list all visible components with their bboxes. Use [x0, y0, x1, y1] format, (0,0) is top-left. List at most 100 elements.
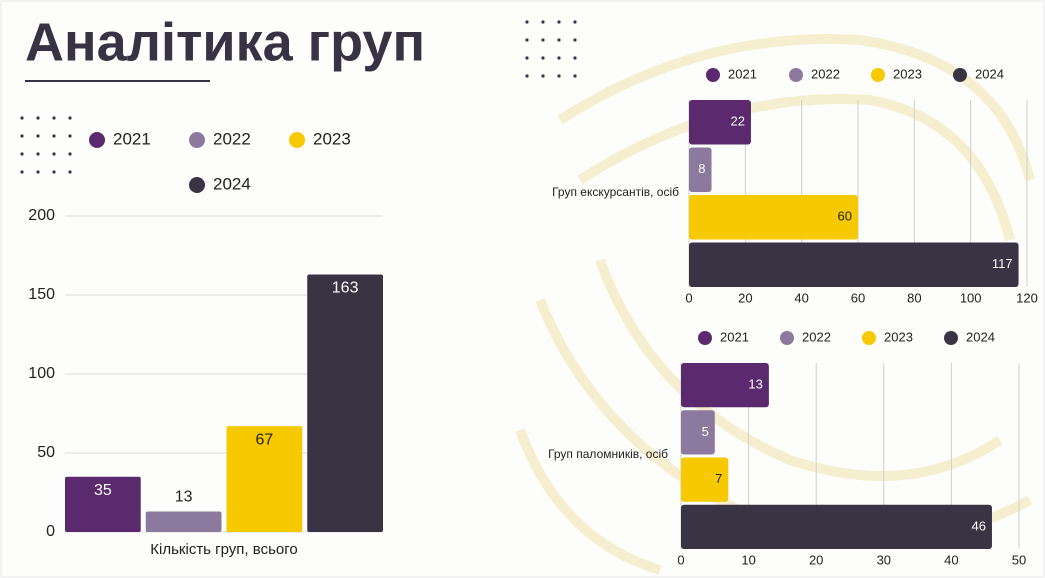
dot — [52, 152, 56, 156]
dot — [20, 134, 24, 138]
legend-label: 2024 — [213, 174, 251, 193]
legend-swatch — [862, 331, 876, 345]
legend-swatch — [944, 331, 958, 345]
dot — [68, 170, 72, 174]
dot — [20, 116, 24, 120]
dot — [52, 170, 56, 174]
dot — [36, 116, 40, 120]
legend-label: 2021 — [720, 329, 749, 344]
data-label: 163 — [332, 280, 359, 297]
dot — [36, 152, 40, 156]
x-tick-label: 20 — [738, 290, 752, 305]
dot — [557, 20, 561, 24]
data-label: 13 — [175, 489, 193, 506]
decor-dots — [20, 20, 577, 174]
legend-label: 2023 — [313, 129, 351, 148]
data-label: 13 — [748, 377, 762, 392]
dot — [573, 20, 577, 24]
dot — [541, 38, 545, 42]
legend-label: 2024 — [975, 66, 1004, 81]
dot — [20, 152, 24, 156]
legend-label: 2023 — [884, 329, 913, 344]
dot — [557, 56, 561, 60]
dot — [573, 74, 577, 78]
bar — [307, 274, 383, 532]
y-tick-label: 200 — [28, 207, 55, 224]
category-label: Груп паломників, осіб — [548, 447, 668, 461]
dot — [573, 56, 577, 60]
dot — [557, 74, 561, 78]
dot — [541, 56, 545, 60]
legend-swatch — [871, 68, 885, 82]
legend-swatch — [698, 331, 712, 345]
x-tick-label: 0 — [677, 552, 684, 567]
bar — [689, 147, 712, 192]
x-tick-label: 60 — [851, 290, 865, 305]
dot — [541, 74, 545, 78]
dot — [68, 152, 72, 156]
category-label: Груп екскурсантів, осіб — [552, 185, 679, 199]
dot — [20, 170, 24, 174]
data-label: 35 — [94, 482, 112, 499]
bar — [145, 511, 222, 532]
dot — [525, 56, 529, 60]
legend-swatch — [289, 132, 305, 148]
slide-title: Аналітика груп — [25, 12, 425, 72]
x-tick-label: 100 — [960, 290, 982, 305]
x-tick-label: 40 — [944, 552, 958, 567]
dot — [68, 134, 72, 138]
x-tick-label: 50 — [1012, 552, 1026, 567]
x-tick-label: 20 — [809, 552, 823, 567]
bar — [689, 242, 1019, 287]
y-tick-label: 100 — [28, 365, 55, 382]
legend-swatch — [789, 68, 803, 82]
dot — [68, 116, 72, 120]
bar — [65, 476, 141, 532]
legend-swatch — [89, 132, 105, 148]
x-tick-label: 120 — [1016, 290, 1038, 305]
data-label: 117 — [992, 256, 1013, 271]
bar — [681, 504, 992, 549]
data-label: 60 — [838, 209, 852, 224]
dot — [525, 38, 529, 42]
dot — [525, 74, 529, 78]
bar — [681, 410, 715, 455]
bar — [226, 426, 303, 532]
legend-label: 2022 — [811, 66, 840, 81]
dot — [52, 116, 56, 120]
legend-label: 2023 — [893, 66, 922, 81]
dot — [52, 134, 56, 138]
legend-swatch — [189, 132, 205, 148]
x-tick-label: 10 — [741, 552, 755, 567]
bar — [681, 457, 729, 502]
dot — [36, 134, 40, 138]
data-label: 7 — [715, 471, 722, 486]
x-tick-label: 80 — [907, 290, 921, 305]
dot — [541, 20, 545, 24]
x-tick-label: 40 — [794, 290, 808, 305]
legend-swatch — [953, 68, 967, 82]
y-tick-label: 150 — [28, 286, 55, 303]
legend-swatch — [706, 68, 720, 82]
legend-label: 2021 — [113, 129, 151, 148]
data-label: 67 — [255, 431, 273, 448]
y-tick-label: 0 — [46, 523, 55, 540]
y-tick-label: 50 — [37, 444, 55, 461]
legend-label: 2021 — [728, 66, 757, 81]
legend-label: 2022 — [213, 129, 251, 148]
legend-label: 2024 — [966, 329, 995, 344]
bar — [689, 100, 751, 145]
dot — [36, 170, 40, 174]
category-label: Кількість груп, всього — [150, 541, 297, 558]
dot — [573, 38, 577, 42]
data-label: 5 — [702, 424, 709, 439]
legend-swatch — [189, 177, 205, 193]
x-tick-label: 30 — [877, 552, 891, 567]
legend-label: 2022 — [802, 329, 831, 344]
legend-swatch — [780, 331, 794, 345]
data-label: 46 — [971, 518, 985, 533]
data-label: 22 — [730, 114, 744, 129]
bar — [681, 363, 769, 408]
